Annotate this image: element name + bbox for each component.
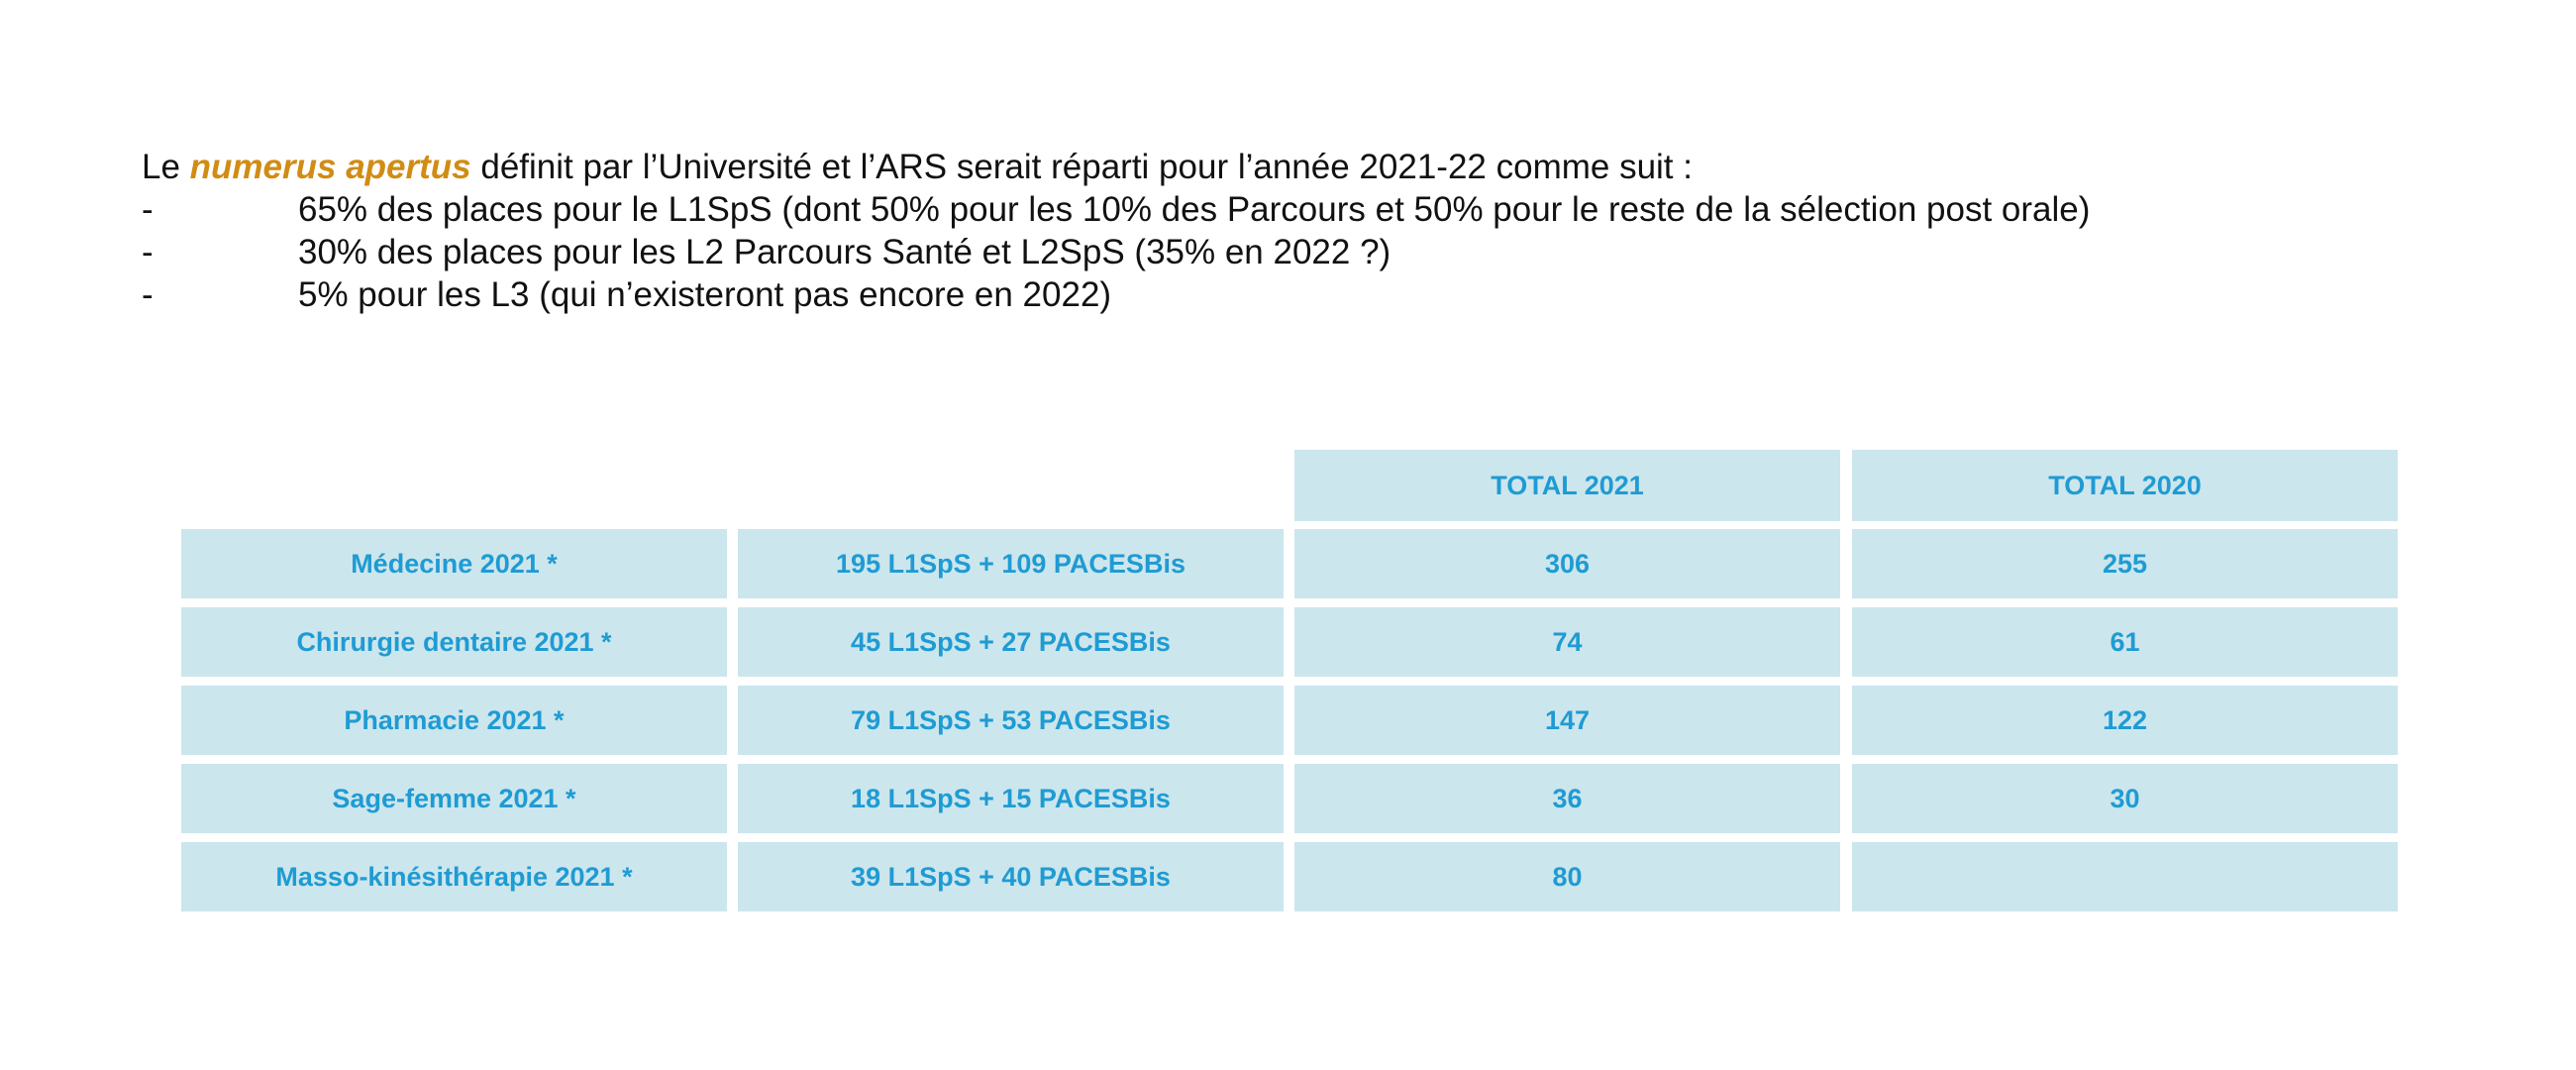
bullet-text: 65% des places pour le L1SpS (dont 50% p…: [298, 190, 2091, 229]
bullet-dash: -: [142, 190, 154, 229]
breakdown-cell: 45 L1SpS + 27 PACESBis: [738, 607, 1284, 677]
total-2021-cell: 80: [1294, 842, 1840, 911]
breakdown-cell: 79 L1SpS + 53 PACESBis: [738, 686, 1284, 755]
total-2020-cell: 122: [1852, 686, 2398, 755]
program-cell: Médecine 2021 *: [181, 529, 727, 598]
intro-line: Le numerus apertus définit par l’Univers…: [142, 146, 2499, 188]
header-total-2021: TOTAL 2021: [1294, 450, 1840, 521]
total-2020-cell: [1852, 842, 2398, 911]
bullet-item: - 5% pour les L3 (qui n’existeront pas e…: [142, 273, 2499, 316]
total-2021-cell: 74: [1294, 607, 1840, 677]
intro-prefix: Le: [142, 148, 190, 186]
breakdown-cell: 39 L1SpS + 40 PACESBis: [738, 842, 1284, 911]
bullet-dash: -: [142, 275, 154, 314]
program-cell: Sage-femme 2021 *: [181, 764, 727, 833]
program-cell: Pharmacie 2021 *: [181, 686, 727, 755]
breakdown-cell: 18 L1SpS + 15 PACESBis: [738, 764, 1284, 833]
intro-suffix: définit par l’Université et l’ARS serait…: [470, 148, 1693, 186]
bullet-item: - 65% des places pour le L1SpS (dont 50%…: [142, 188, 2499, 231]
bullet-item: - 30% des places pour les L2 Parcours Sa…: [142, 231, 2499, 273]
bullet-text: 5% pour les L3 (qui n’existeront pas enc…: [298, 275, 1112, 314]
numerus-apertus-highlight: numerus apertus: [189, 148, 471, 186]
intro-text: Le numerus apertus définit par l’Univers…: [142, 146, 2499, 316]
bullet-text: 30% des places pour les L2 Parcours Sant…: [298, 233, 1391, 271]
program-cell: Chirurgie dentaire 2021 *: [181, 607, 727, 677]
total-2020-cell: 61: [1852, 607, 2398, 677]
total-2021-cell: 147: [1294, 686, 1840, 755]
total-2020-cell: 30: [1852, 764, 2398, 833]
header-total-2020: TOTAL 2020: [1852, 450, 2398, 521]
total-2021-cell: 36: [1294, 764, 1840, 833]
total-2021-cell: 306: [1294, 529, 1840, 598]
program-cell: Masso-kinésithérapie 2021 *: [181, 842, 727, 911]
breakdown-cell: 195 L1SpS + 109 PACESBis: [738, 529, 1284, 598]
total-2020-cell: 255: [1852, 529, 2398, 598]
bullet-dash: -: [142, 233, 154, 271]
